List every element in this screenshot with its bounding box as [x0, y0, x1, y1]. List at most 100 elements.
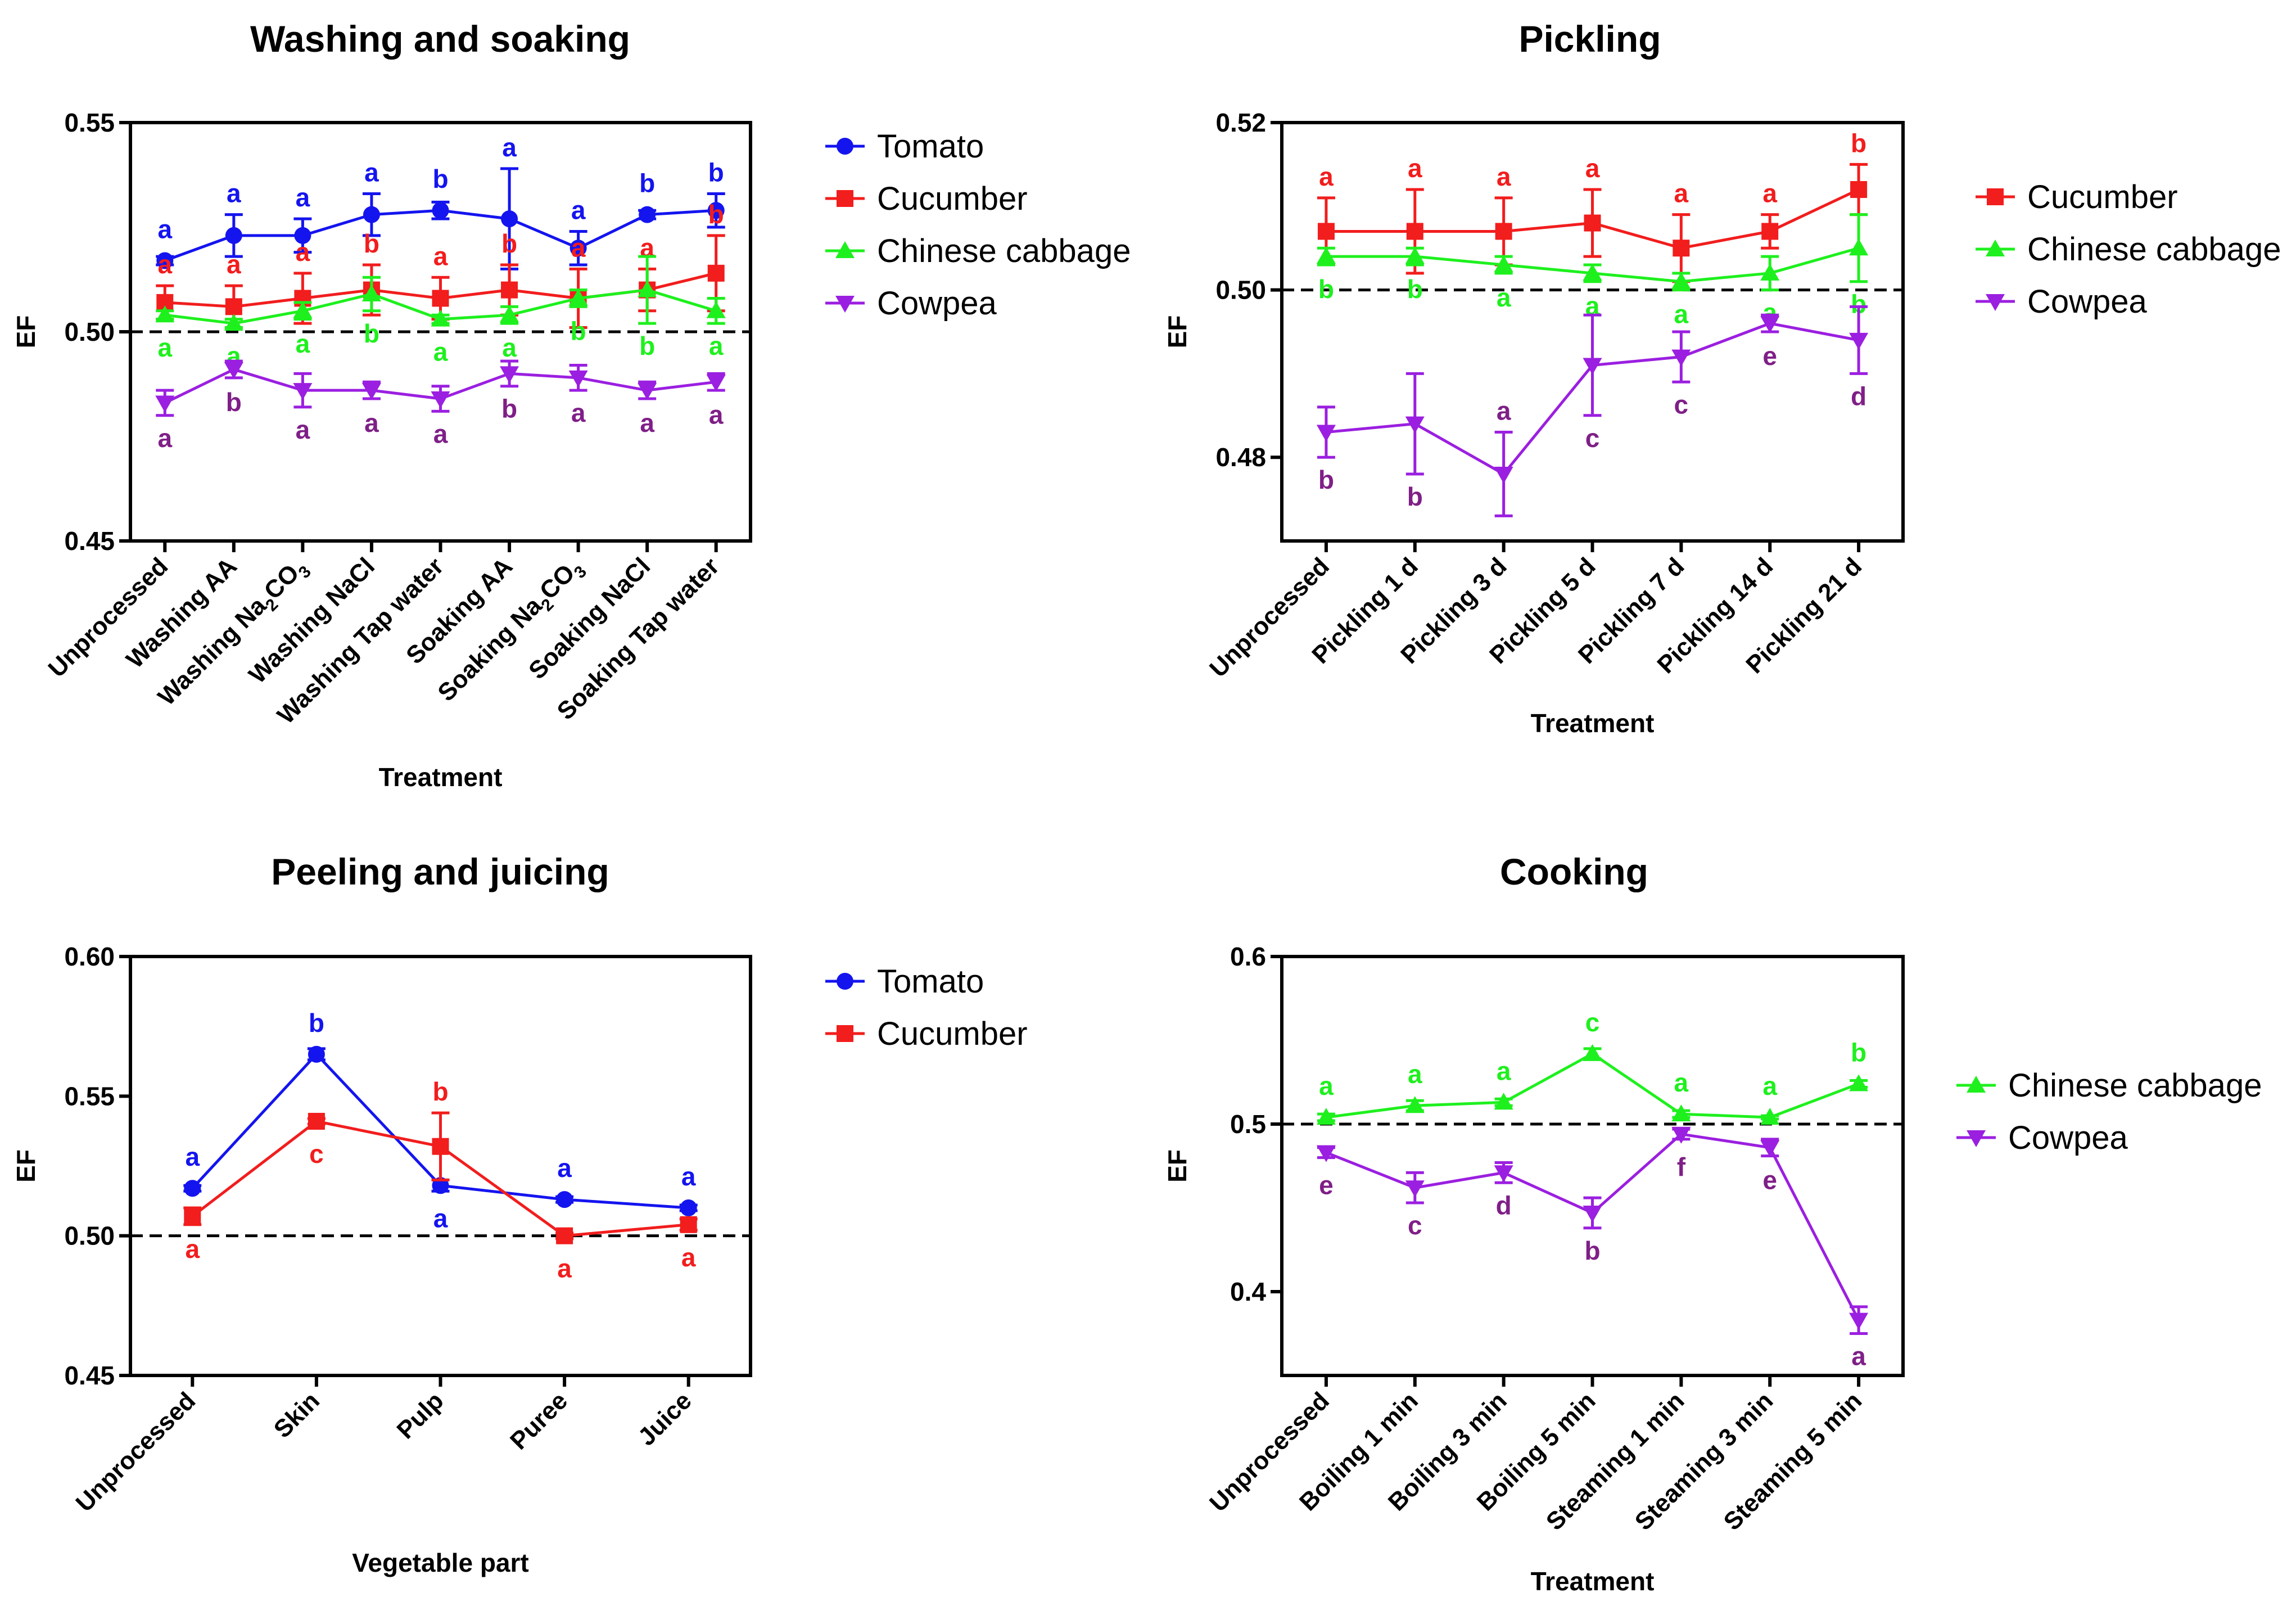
significance-letter: a — [186, 1234, 200, 1264]
data-point — [1849, 1074, 1869, 1091]
legend: Tomato Cucumber — [825, 963, 1028, 1052]
data-point — [1494, 466, 1513, 484]
significance-letter: d — [1496, 1190, 1512, 1220]
significance-letter: b — [364, 319, 379, 348]
data-point — [361, 383, 381, 400]
significance-letter: b — [1407, 482, 1423, 511]
significance-letter: a — [433, 1203, 448, 1233]
legend-item: Chinese cabbage — [1956, 1067, 2262, 1104]
significance-letter: b — [1318, 274, 1334, 304]
legend-marker — [1967, 1076, 1986, 1093]
significance-letter: a — [227, 179, 241, 208]
significance-letter: b — [364, 229, 379, 258]
significance-letter: b — [501, 394, 517, 423]
data-point — [1406, 223, 1423, 240]
significance-letter: a — [1762, 179, 1777, 208]
legend-label: Chinese cabbage — [2008, 1067, 2262, 1104]
legend-label: Cucumber — [877, 1016, 1028, 1052]
significance-letter: a — [681, 1162, 696, 1191]
significance-letter: a — [571, 195, 586, 224]
data-point — [293, 383, 313, 400]
data-point — [570, 240, 587, 257]
y-axis-label: EF — [11, 315, 40, 349]
data-point — [432, 290, 449, 307]
significance-letter: a — [1674, 300, 1689, 329]
data-point — [501, 281, 518, 299]
legend-item: Cowpea — [825, 285, 997, 322]
significance-letter: c — [1585, 423, 1600, 453]
data-point — [294, 227, 311, 244]
y-tick-label: 0.50 — [64, 1221, 115, 1251]
x-tick-label: Unprocessed — [43, 552, 174, 683]
data-point — [308, 1113, 325, 1130]
data-point — [500, 305, 519, 323]
legend-label: Chinese cabbage — [877, 233, 1131, 269]
data-point — [225, 227, 242, 244]
x-tick-label: Soaking NaCl — [523, 552, 656, 684]
data-point — [680, 1199, 697, 1216]
data-point — [1405, 247, 1425, 264]
data-point — [1849, 238, 1869, 256]
significance-letter: a — [681, 1243, 696, 1272]
data-point — [1584, 214, 1601, 232]
significance-letter: a — [157, 215, 172, 244]
data-point — [1849, 1312, 1869, 1330]
y-tick-label: 0.52 — [1215, 108, 1266, 137]
significance-letter: a — [1408, 1059, 1422, 1089]
series-cucumber: a a a a a a b — [1317, 128, 1868, 283]
significance-letter: b — [571, 316, 586, 345]
data-point — [1405, 416, 1425, 434]
series-chinese-cabbage: a a a ba abb a — [155, 255, 726, 371]
legend-label: Cucumber — [2027, 179, 2178, 215]
legend-item: Cucumber — [825, 181, 1028, 217]
series-cucumber: a c b a a — [183, 1077, 698, 1283]
significance-letter: a — [1319, 162, 1334, 191]
significance-letter: a — [1497, 283, 1511, 312]
data-point — [1316, 247, 1336, 264]
data-point — [556, 1191, 573, 1208]
legend-label: Tomato — [877, 128, 984, 165]
legend-label: Cowpea — [877, 285, 997, 322]
significance-letter: a — [157, 333, 172, 362]
data-point — [1494, 1165, 1513, 1183]
data-point — [556, 1227, 573, 1244]
x-axis-label: Vegetable part — [352, 1548, 528, 1577]
significance-letter: a — [1674, 179, 1689, 208]
x-tick-label: Puree — [505, 1387, 573, 1455]
data-point — [225, 298, 242, 315]
data-point — [308, 1045, 325, 1063]
data-point — [638, 383, 657, 400]
data-point — [1671, 272, 1691, 289]
data-point — [432, 1138, 449, 1155]
significance-letter: a — [186, 1142, 200, 1171]
significance-letter: a — [433, 241, 448, 270]
data-point — [184, 1180, 201, 1197]
data-point — [1671, 1126, 1691, 1144]
chart-title: Pickling — [1518, 18, 1661, 60]
data-point — [1760, 1108, 1780, 1125]
legend-marker — [1986, 294, 2005, 311]
significance-letter: a — [709, 400, 724, 429]
significance-letter: a — [296, 183, 310, 212]
series-cowpea: e c d b f e a — [1316, 1126, 1869, 1371]
data-point — [224, 362, 243, 379]
data-point — [1494, 1093, 1513, 1110]
legend-item: Cowpea — [1976, 283, 2148, 320]
chart-title: Washing and soaking — [250, 18, 630, 60]
legend-label: Chinese cabbage — [2027, 231, 2281, 268]
legend-item: Cucumber — [825, 1016, 1028, 1052]
significance-letter: c — [1585, 1008, 1600, 1037]
data-point — [1583, 1205, 1602, 1222]
significance-letter: a — [709, 331, 724, 360]
series-cowpea: b b a c c e d — [1316, 305, 1869, 517]
significance-letter: a — [296, 329, 310, 358]
significance-letter: a — [227, 250, 241, 279]
significance-letter: b — [1318, 465, 1334, 494]
data-point — [707, 264, 725, 282]
chart-title: Cooking — [1500, 851, 1648, 892]
data-point — [155, 395, 175, 413]
legend-marker — [837, 190, 853, 207]
y-tick-label: 0.50 — [1215, 276, 1266, 305]
x-tick-label: Juice — [633, 1387, 697, 1451]
